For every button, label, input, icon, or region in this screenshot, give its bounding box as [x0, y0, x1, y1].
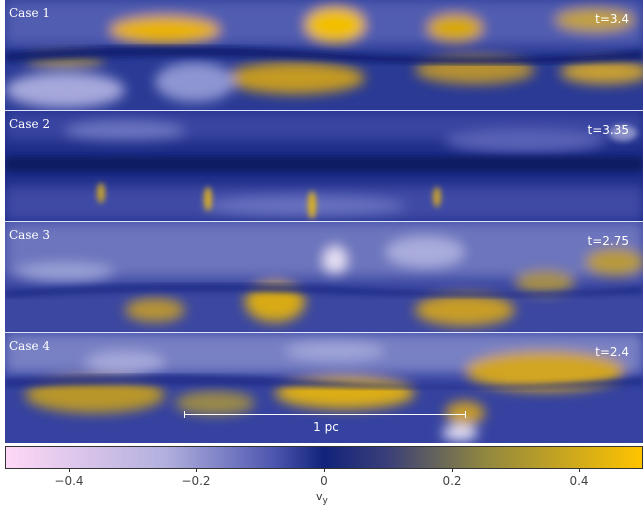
colorbar-tick-label: −0.4 — [54, 474, 84, 488]
panel-time: t=2.75 — [587, 234, 629, 248]
panel-label: Case 4 — [9, 339, 51, 353]
panel-3-image — [5, 222, 643, 332]
colorbar-tick-label: 0.2 — [442, 474, 462, 488]
panel-divider — [5, 110, 643, 111]
scale-bar — [184, 411, 466, 418]
panel-divider — [5, 221, 643, 222]
scale-bar-label: 1 pc — [313, 420, 339, 434]
colorbar-tick — [452, 469, 453, 472]
panel-4-image — [5, 333, 643, 443]
panel-label: Case 3 — [9, 228, 51, 242]
panel-time: t=3.35 — [587, 123, 629, 137]
colorbar-tick — [196, 469, 197, 472]
colorbar-tick-label: 0.4 — [569, 474, 589, 488]
colorbar — [5, 446, 643, 469]
panel-time: t=2.4 — [595, 345, 629, 359]
panel-case-2: Case 2 t=3.35 — [5, 111, 643, 221]
panel-case-3: Case 3 t=2.75 — [5, 222, 643, 332]
panel-time: t=3.4 — [595, 12, 629, 26]
panel-label: Case 2 — [9, 117, 51, 131]
colorbar-tick — [579, 469, 580, 472]
panel-2-image — [5, 111, 643, 221]
colorbar-tick — [324, 469, 325, 472]
colorbar-tick-label: 0 — [320, 474, 328, 488]
panel-case-1: Case 1 t=3.4 — [5, 0, 643, 110]
colorbar-tick-label: −0.2 — [181, 474, 211, 488]
panel-label: Case 1 — [9, 6, 51, 20]
colorbar-tick — [69, 469, 70, 472]
panel-1-image — [5, 0, 643, 110]
colorbar-axis-label: vy — [316, 490, 328, 507]
panel-case-4: Case 4 t=2.4 — [5, 333, 643, 443]
panel-divider — [5, 332, 643, 333]
